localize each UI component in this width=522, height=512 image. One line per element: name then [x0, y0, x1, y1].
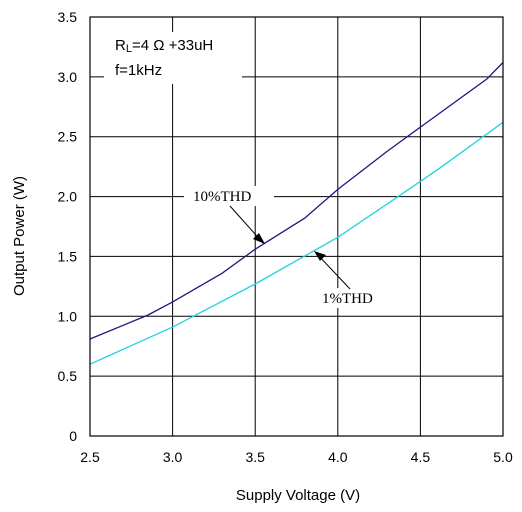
tick-labels: 2.5 3.0 3.5 4.0 4.5 5.0 0 0.5 1.0 1.5 2.0 2.5 3.0 3.5 [58, 9, 513, 465]
x-tick-label: 5.0 [493, 449, 513, 465]
x-tick-label: 3.0 [163, 449, 183, 465]
annotation-1thd-bg [318, 288, 388, 308]
conditions-box-bg [104, 32, 242, 84]
load-value: =4 Ω +33uH [132, 37, 213, 54]
plot-frame [89, 16, 504, 437]
annotation-1thd-arrow [316, 253, 351, 290]
y-tick-label: 3.5 [58, 9, 78, 25]
y-tick-label: 1.0 [58, 308, 78, 324]
series-line-1pct-thd [89, 121, 504, 365]
x-tick-label: 2.5 [80, 449, 100, 465]
frequency-condition: f=1kHz [115, 62, 162, 79]
annotations: 10%THD 1%THD [184, 186, 388, 308]
series-line-10pct-thd [89, 62, 504, 340]
series-lines [89, 62, 504, 365]
annotation-1thd-label: 1%THD [322, 291, 373, 307]
annotation-1thd-arrowhead [314, 251, 326, 261]
annotation-10thd-label: 10%THD [193, 189, 251, 205]
x-tick-label: 4.0 [328, 449, 348, 465]
y-axis-title: Output Power (W) [11, 176, 28, 296]
load-condition: RL=4 Ω +33uH [115, 37, 213, 55]
y-tick-label: 0 [69, 428, 77, 444]
y-tick-label: 2.5 [58, 129, 78, 145]
y-tick-label: 3.0 [58, 69, 78, 85]
x-axis-title: Supply Voltage (V) [236, 487, 360, 504]
y-tick-label: 0.5 [58, 368, 78, 384]
annotation-10thd-bg [184, 186, 274, 206]
x-tick-label: 4.5 [411, 449, 431, 465]
y-tick-label: 1.5 [58, 248, 78, 264]
x-tick-label: 3.5 [245, 449, 265, 465]
load-subscript: L [126, 43, 132, 55]
annotation-10thd-arrowhead [253, 233, 265, 244]
y-tick-label: 2.0 [58, 189, 78, 205]
load-prefix: R [115, 37, 126, 54]
